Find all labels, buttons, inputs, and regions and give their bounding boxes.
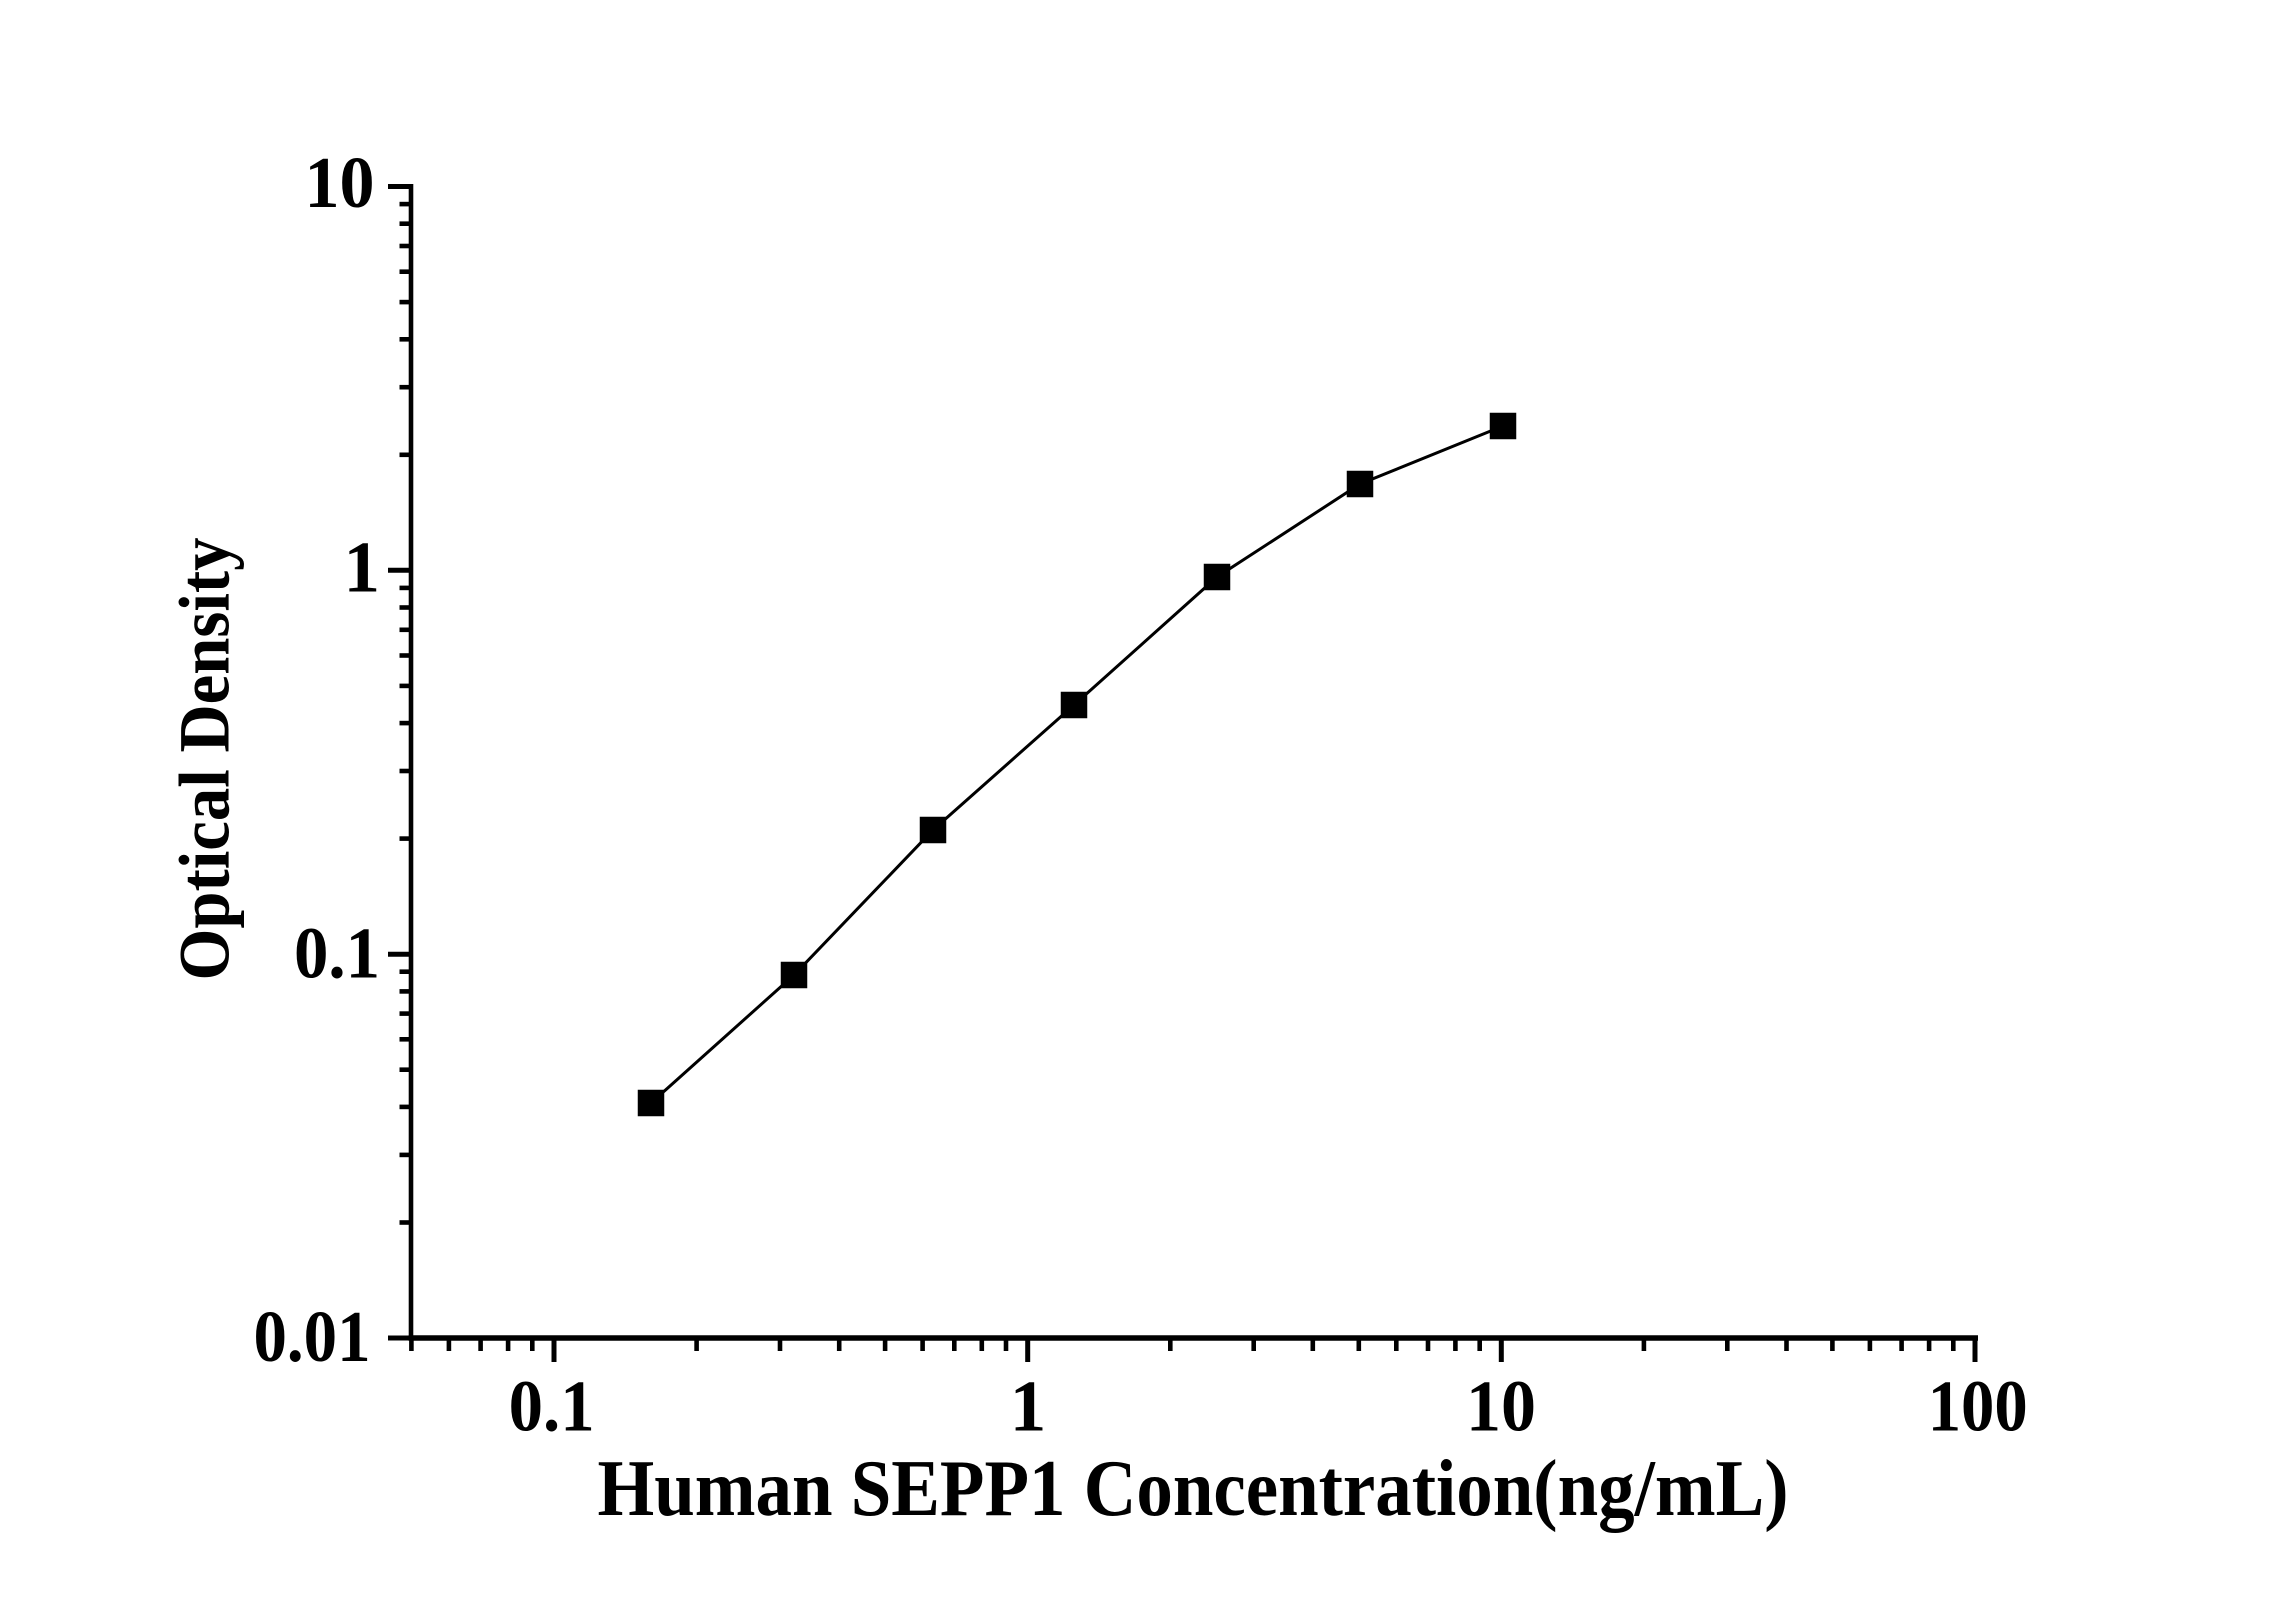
svg-text:100: 100 xyxy=(1928,1366,2028,1447)
svg-text:0.1: 0.1 xyxy=(294,913,380,994)
svg-text:0.01: 0.01 xyxy=(254,1296,371,1377)
svg-text:10: 10 xyxy=(1466,1366,1536,1447)
svg-text:10: 10 xyxy=(305,142,375,223)
svg-text:1: 1 xyxy=(1010,1366,1047,1447)
svg-text:Optical Density: Optical Density xyxy=(165,538,245,981)
svg-text:0.1: 0.1 xyxy=(509,1366,595,1447)
svg-text:Human SEPP1 Concentration(ng/m: Human SEPP1 Concentration(ng/mL) xyxy=(598,1445,1789,1533)
svg-text:1: 1 xyxy=(344,527,381,608)
